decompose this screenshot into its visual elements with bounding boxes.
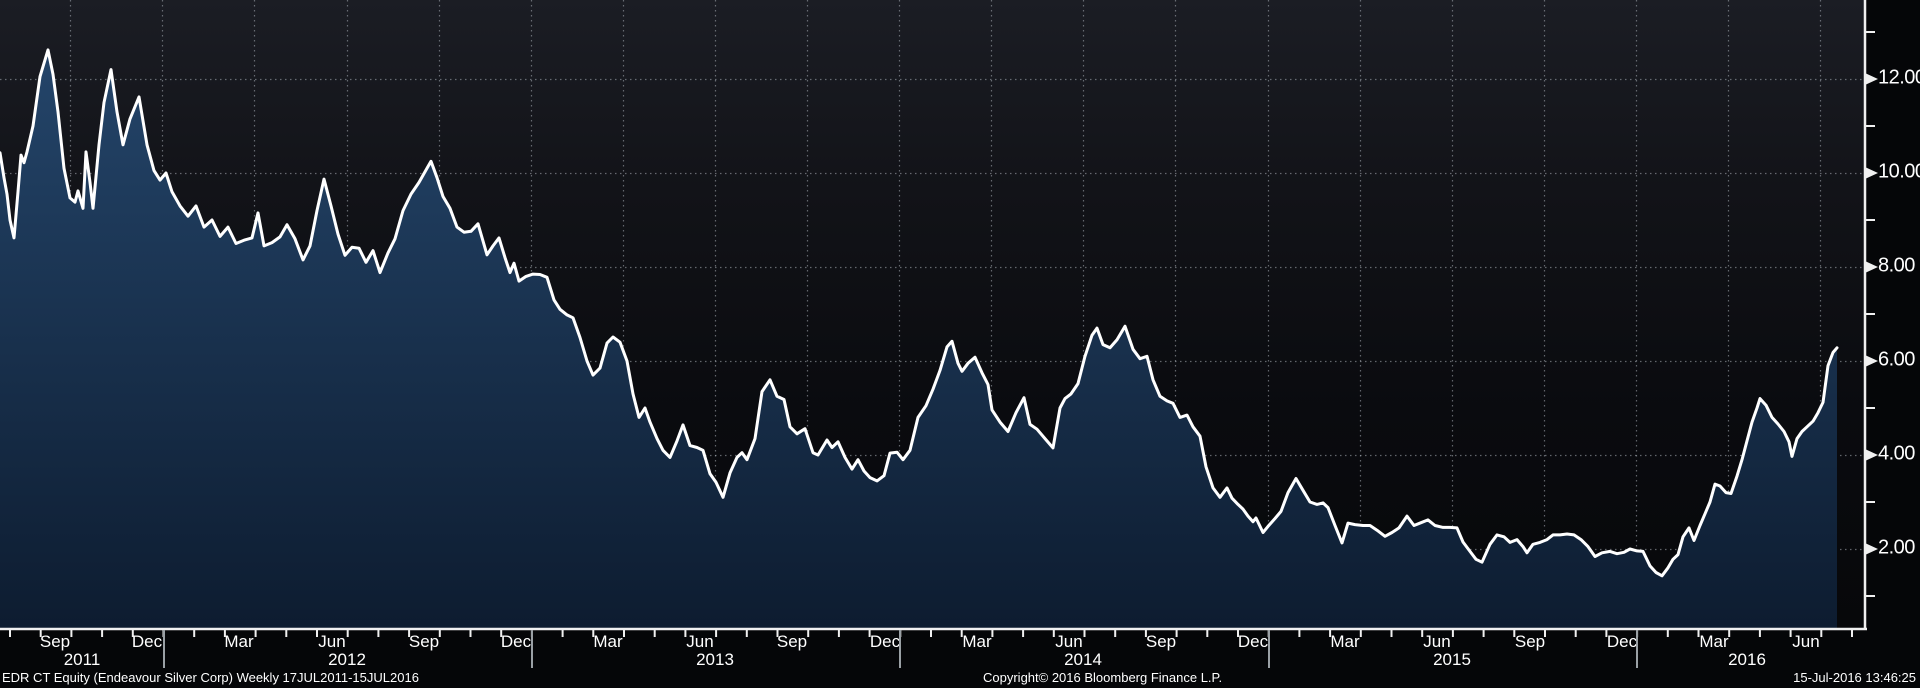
year-separator-line (1636, 630, 1638, 668)
x-month-label: Sep (1145, 632, 1177, 651)
y-axis-label: 4.00 (1878, 442, 1915, 465)
x-month-label: Mar (1699, 632, 1729, 651)
y-axis-arrow-tick (1866, 261, 1878, 273)
y-axis-arrow-tick (1866, 543, 1878, 555)
x-month-label: Mar (962, 632, 992, 651)
x-month-label: Sep (39, 632, 71, 651)
footer-security-info: EDR CT Equity (Endeavour Silver Corp) We… (2, 670, 419, 685)
y-axis-arrow-tick (1866, 355, 1878, 367)
x-month-label: Sep (408, 632, 440, 651)
year-separator-line (531, 630, 533, 668)
x-month-label: Dec (500, 632, 532, 651)
y-axis-arrow-tick (1866, 167, 1878, 179)
year-separator-line (163, 630, 165, 668)
y-axis-label: 10.00 (1878, 160, 1920, 183)
x-month-label: Dec (869, 632, 901, 651)
x-month-label: Jun (686, 632, 714, 651)
x-month-label: Mar (224, 632, 254, 651)
x-year-label: 2012 (328, 650, 366, 669)
y-axis-label: 6.00 (1878, 348, 1915, 371)
x-year-label: 2014 (1064, 650, 1102, 669)
x-month-label: Jun (1792, 632, 1820, 651)
x-month-label: Sep (776, 632, 808, 651)
footer-copyright: Copyright© 2016 Bloomberg Finance L.P. (983, 670, 1223, 685)
y-axis-arrow-tick (1866, 449, 1878, 461)
x-year-label: 2013 (696, 650, 734, 669)
x-month-label: Dec (1237, 632, 1269, 651)
y-axis-label: 12.00 (1878, 66, 1920, 89)
y-axis-arrow-tick (1866, 73, 1878, 85)
x-month-label: Dec (131, 632, 163, 651)
y-axis-label: 2.00 (1878, 536, 1915, 559)
price-line (0, 48, 1839, 578)
footer-timestamp: 15-Jul-2016 13:46:25 (1793, 670, 1916, 685)
x-month-label: Jun (318, 632, 346, 651)
x-month-label: Dec (1606, 632, 1638, 651)
x-month-label: Sep (1514, 632, 1546, 651)
year-separator-line (899, 630, 901, 668)
x-year-label: 2011 (63, 650, 101, 669)
x-year-label: 2015 (1433, 650, 1471, 669)
x-month-label: Jun (1423, 632, 1451, 651)
x-month-label: Jun (1055, 632, 1083, 651)
price-area-fill (0, 49, 1837, 628)
x-month-label: Mar (1330, 632, 1360, 651)
y-axis-label: 8.00 (1878, 254, 1915, 277)
year-separator-line (1268, 630, 1270, 668)
x-year-label: 2016 (1728, 650, 1766, 669)
x-month-label: Mar (593, 632, 623, 651)
chart-footer: EDR CT Equity (Endeavour Silver Corp) We… (0, 628, 1920, 688)
